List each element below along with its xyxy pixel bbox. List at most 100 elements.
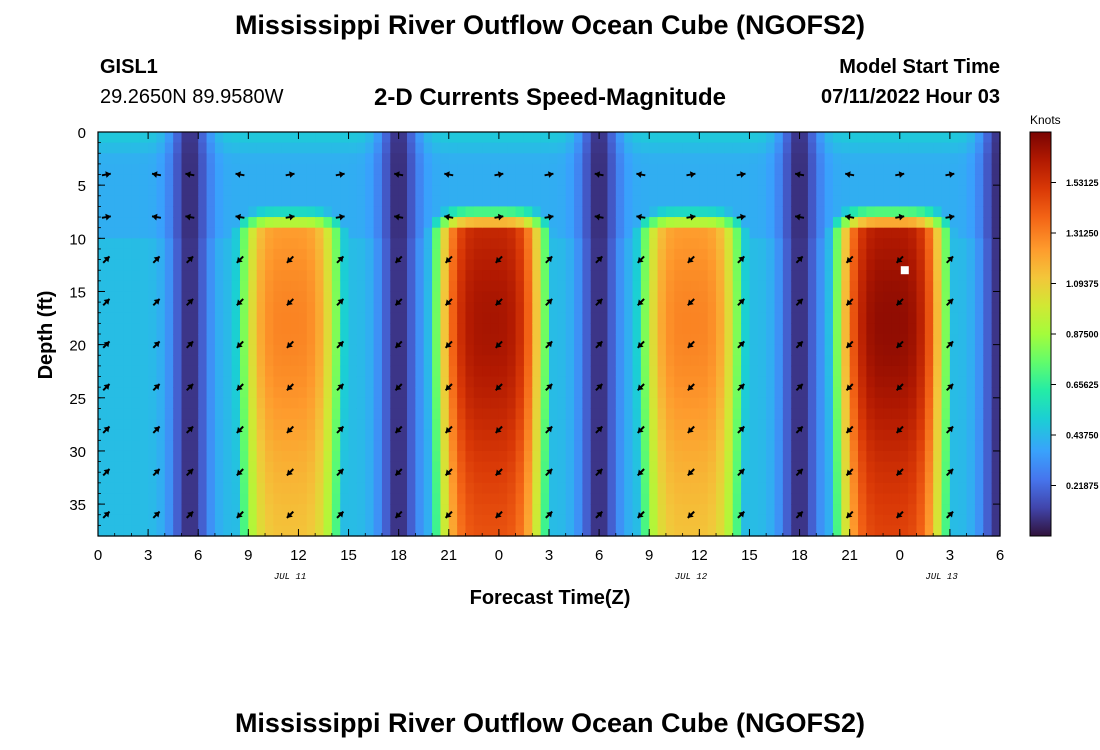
heatmap-cell <box>958 291 968 303</box>
heatmap-cell <box>824 429 834 441</box>
heatmap-cell <box>624 334 634 346</box>
heatmap-cell <box>131 450 141 463</box>
current-vector <box>494 510 503 519</box>
heatmap-cell <box>298 344 308 356</box>
heatmap-cell <box>557 312 567 324</box>
heatmap-cell <box>832 302 842 314</box>
heatmap-cell <box>858 323 867 335</box>
heatmap-cell <box>148 397 158 410</box>
heatmap-cell <box>106 185 116 197</box>
heatmap-cell <box>173 195 183 208</box>
heatmap-cell <box>432 153 442 165</box>
heatmap-cell <box>98 450 107 463</box>
heatmap-cell <box>908 132 918 144</box>
current-vector <box>737 255 746 264</box>
colorbar-tick-label: 1.31250 <box>1066 229 1099 239</box>
heatmap-cell <box>214 472 224 484</box>
heatmap-cell <box>782 291 792 303</box>
heatmap-cell <box>807 174 817 186</box>
heatmap-cell <box>448 408 458 420</box>
heatmap-cell <box>507 185 517 197</box>
heatmap-cell <box>707 482 717 495</box>
heatmap-cell <box>941 259 951 271</box>
current-vector <box>102 255 111 264</box>
heatmap-cell <box>899 312 909 324</box>
heatmap-cell <box>682 355 692 367</box>
heatmap-cell <box>749 195 759 208</box>
heatmap-cell <box>532 440 542 452</box>
heatmap-cell <box>649 174 659 186</box>
heatmap-cell <box>206 365 216 378</box>
heatmap-cell <box>832 248 842 261</box>
heatmap-cell <box>390 514 400 526</box>
heatmap-cell <box>640 163 650 176</box>
heatmap-cell <box>866 429 876 441</box>
heatmap-cell <box>657 387 667 399</box>
heatmap-cell <box>757 397 767 410</box>
heatmap-cell <box>899 323 909 335</box>
heatmap-cell <box>214 461 224 473</box>
heatmap-cell <box>457 206 467 218</box>
heatmap-cell <box>148 142 158 154</box>
heatmap-cell <box>532 397 542 410</box>
heatmap-cell <box>933 461 943 473</box>
heatmap-cell <box>507 132 517 144</box>
heatmap-cell <box>624 344 634 356</box>
heatmap-cell <box>624 461 634 473</box>
heatmap-cell <box>173 206 183 218</box>
heatmap-cell <box>381 323 391 335</box>
heatmap-cell <box>407 461 416 473</box>
heatmap-cell <box>189 248 199 261</box>
heatmap-cell <box>448 429 458 441</box>
current-vector <box>636 255 645 264</box>
heatmap-cell <box>916 376 926 388</box>
heatmap-cell <box>507 259 517 271</box>
heatmap-cell <box>465 248 475 261</box>
heatmap-cell <box>649 132 659 144</box>
y-tick-label: 0 <box>78 125 86 142</box>
heatmap-cell <box>816 493 826 505</box>
heatmap-cell <box>632 312 642 324</box>
heatmap-cell <box>381 195 391 208</box>
heatmap-cell <box>432 248 442 261</box>
heatmap-cell <box>98 238 107 250</box>
heatmap-cell <box>231 259 241 271</box>
heatmap-cell <box>599 312 609 324</box>
heatmap-cell <box>657 259 667 271</box>
current-vector <box>895 425 904 434</box>
heatmap-cell <box>849 493 859 505</box>
heatmap-cell <box>832 429 842 441</box>
current-vector <box>152 298 161 307</box>
heatmap-cell <box>331 504 341 516</box>
heatmap-cell <box>164 132 174 144</box>
heatmap-cell <box>457 312 467 324</box>
heatmap-cell <box>281 514 291 526</box>
heatmap-cell <box>298 429 308 441</box>
heatmap-cell <box>699 312 709 324</box>
heatmap-cell <box>624 525 634 537</box>
heatmap-cell <box>139 153 149 165</box>
heatmap-cell <box>114 270 124 282</box>
heatmap-cell <box>916 185 926 197</box>
heatmap-cell <box>858 397 867 410</box>
heatmap-cell <box>707 397 717 410</box>
heatmap-cell <box>515 270 525 282</box>
heatmap-cell <box>615 217 625 229</box>
heatmap-cell <box>807 397 817 410</box>
heatmap-cell <box>624 397 634 410</box>
heatmap-cell <box>640 408 650 420</box>
current-vector <box>945 425 954 434</box>
heatmap-cell <box>273 493 283 505</box>
heatmap-cell <box>858 142 867 154</box>
heatmap-cell <box>690 174 700 186</box>
heatmap-cell <box>340 355 350 367</box>
heatmap-cell <box>774 376 784 388</box>
heatmap-cell <box>315 482 325 495</box>
heatmap-cell <box>423 248 433 261</box>
heatmap-cell <box>916 482 926 495</box>
heatmap-cell <box>958 280 968 293</box>
heatmap-cell <box>106 450 116 463</box>
heatmap-cell <box>114 227 124 239</box>
heatmap-cell <box>615 334 625 346</box>
heatmap-cell <box>607 472 617 484</box>
